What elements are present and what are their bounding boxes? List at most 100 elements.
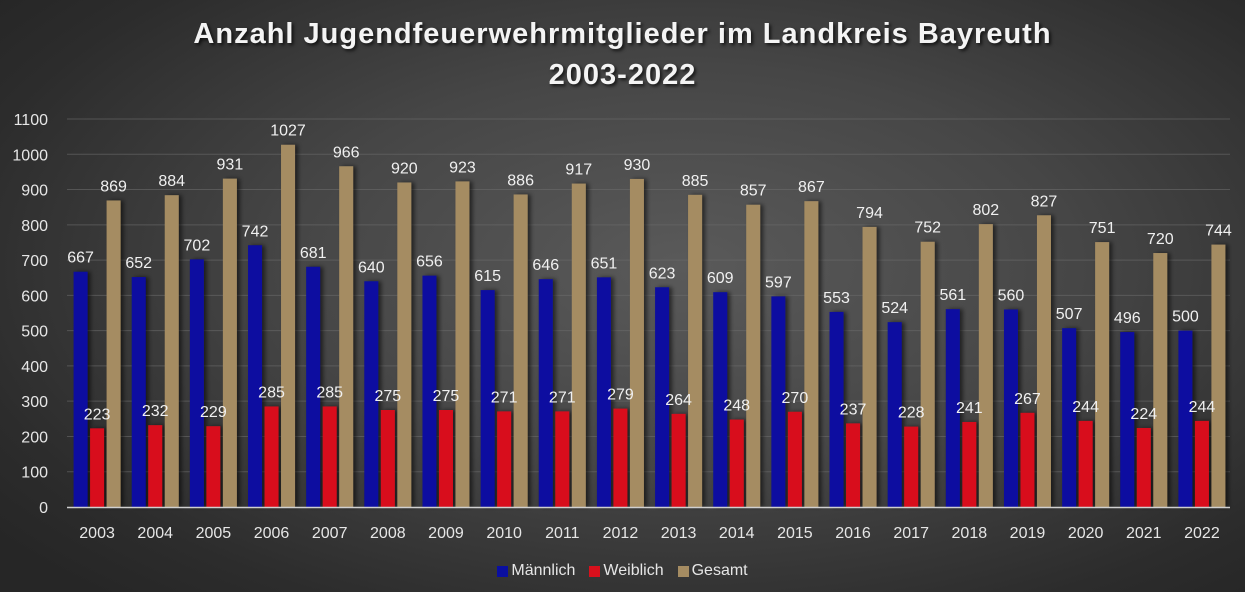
data-label-männlich-2016: 553 [823, 290, 850, 307]
bar-männlich-2013 [655, 287, 670, 507]
data-label-männlich-2019: 560 [998, 287, 1025, 304]
data-label-gesamt-2003: 869 [100, 178, 127, 195]
bar-weiblich-2009 [438, 410, 453, 507]
x-tick-label: 2013 [661, 525, 697, 542]
data-label-gesamt-2016: 794 [856, 205, 883, 222]
y-tick-label: 1100 [14, 112, 49, 129]
bar-männlich-2020 [1062, 328, 1077, 507]
data-label-weiblich-2005: 229 [200, 404, 227, 421]
data-label-weiblich-2022: 244 [1189, 399, 1216, 416]
data-label-männlich-2004: 652 [125, 255, 152, 272]
chart-subtitle: 2003-2022 [548, 59, 697, 91]
legend-item-gesamt: Gesamt [677, 562, 748, 580]
data-label-gesamt-2018: 802 [972, 202, 999, 219]
x-tick-label: 2021 [1126, 525, 1162, 542]
y-tick-label: 100 [21, 465, 48, 482]
data-label-gesamt-2004: 884 [158, 173, 185, 190]
y-axis: 0 100 200 300 400 500 600 700 800 900 1000 1100 [12, 112, 48, 517]
legend: Männlich Weiblich Gesamt [0, 562, 1245, 580]
x-tick-label: 2008 [370, 525, 406, 542]
x-tick-label: 2004 [137, 525, 173, 542]
data-label-gesamt-2010: 886 [507, 172, 534, 189]
x-tick-label: 2017 [893, 525, 929, 542]
legend-swatch [677, 565, 689, 577]
bar-gesamt-2017 [920, 241, 935, 507]
data-label-männlich-2010: 615 [474, 268, 501, 285]
data-label-gesamt-2008: 920 [391, 160, 418, 177]
data-label-gesamt-2019: 827 [1031, 193, 1058, 210]
data-label-weiblich-2004: 232 [142, 403, 169, 420]
data-label-weiblich-2007: 285 [316, 384, 343, 401]
x-tick-label: 2016 [835, 525, 871, 542]
bar-männlich-2005 [189, 259, 204, 507]
bar-männlich-2015 [771, 296, 786, 507]
bar-männlich-2008 [364, 281, 379, 507]
data-label-männlich-2020: 507 [1056, 306, 1083, 323]
data-label-männlich-2018: 561 [939, 287, 966, 304]
data-label-gesamt-2007: 966 [333, 144, 360, 161]
bar-männlich-2012 [596, 277, 611, 507]
bar-gesamt-2013 [688, 194, 703, 507]
data-label-männlich-2006: 742 [242, 223, 269, 240]
legend-item-weiblich: Weiblich [589, 562, 664, 580]
bar-weiblich-2014 [729, 419, 744, 507]
data-label-männlich-2003: 667 [67, 250, 94, 267]
bar-weiblich-2015 [787, 411, 802, 507]
y-tick-label: 600 [21, 288, 48, 305]
x-tick-label: 2019 [1010, 525, 1046, 542]
data-label-männlich-2005: 702 [184, 237, 211, 254]
data-label-weiblich-2009: 275 [433, 388, 460, 405]
data-label-männlich-2017: 524 [881, 300, 908, 317]
bar-gesamt-2006 [281, 144, 296, 507]
bar-männlich-2017 [887, 322, 902, 507]
data-label-männlich-2015: 597 [765, 274, 792, 291]
bar-gesamt-2014 [746, 204, 761, 508]
bar-gesamt-2015 [804, 201, 819, 507]
data-label-männlich-2022: 500 [1172, 309, 1199, 326]
data-label-gesamt-2006: 1027 [270, 123, 306, 140]
x-tick-label: 2022 [1184, 525, 1220, 542]
data-label-weiblich-2012: 279 [607, 387, 634, 404]
bar-weiblich-2013 [671, 413, 686, 507]
bar-gesamt-2007 [339, 166, 354, 508]
data-label-weiblich-2021: 224 [1130, 406, 1157, 423]
bar-gesamt-2004 [164, 195, 179, 507]
data-label-weiblich-2008: 275 [374, 388, 401, 405]
data-label-männlich-2008: 640 [358, 259, 385, 276]
x-tick-label: 2014 [719, 525, 755, 542]
bar-gesamt-2012 [629, 178, 644, 508]
bar-weiblich-2020 [1078, 420, 1093, 507]
data-label-gesamt-2020: 751 [1089, 220, 1116, 237]
data-labels: 667 223 869 652 232 884 702 229 931 742 285 1027 681… [67, 123, 1232, 424]
bar-männlich-2016 [829, 311, 844, 507]
bar-weiblich-2007 [322, 406, 337, 507]
bars [73, 144, 1226, 508]
y-tick-label: 900 [21, 183, 48, 200]
data-label-gesamt-2017: 752 [914, 220, 941, 237]
data-label-gesamt-2014: 857 [740, 183, 767, 200]
x-axis: 2003 2004 2005 2006 2007 2008 2009 2010 2011 2012… [67, 506, 1230, 542]
data-label-weiblich-2017: 228 [898, 405, 925, 422]
data-label-männlich-2012: 651 [591, 255, 618, 272]
bar-gesamt-2016 [862, 226, 877, 507]
x-tick-label: 2003 [79, 525, 115, 542]
bar-gesamt-2021 [1153, 253, 1168, 507]
data-label-männlich-2013: 623 [649, 265, 676, 282]
bar-gesamt-2008 [397, 182, 412, 507]
legend-swatch [497, 565, 509, 577]
bar-männlich-2014 [713, 292, 728, 507]
bar-weiblich-2017 [904, 426, 919, 507]
bar-weiblich-2019 [1020, 412, 1035, 507]
data-label-weiblich-2019: 267 [1014, 391, 1041, 408]
data-label-gesamt-2021: 720 [1147, 231, 1174, 248]
x-tick-label: 2011 [545, 525, 580, 542]
bar-männlich-2006 [248, 245, 263, 507]
data-label-gesamt-2013: 885 [682, 173, 709, 190]
chart-title-main: Anzahl Jugendfeuerwehrmitglieder im Land… [193, 18, 1052, 50]
data-label-männlich-2009: 656 [416, 254, 443, 271]
chart-title: Anzahl Jugendfeuerwehrmitglieder im Land… [0, 14, 1245, 96]
data-label-weiblich-2018: 241 [956, 400, 983, 417]
bar-gesamt-2020 [1095, 242, 1110, 508]
bar-weiblich-2005 [206, 426, 221, 507]
